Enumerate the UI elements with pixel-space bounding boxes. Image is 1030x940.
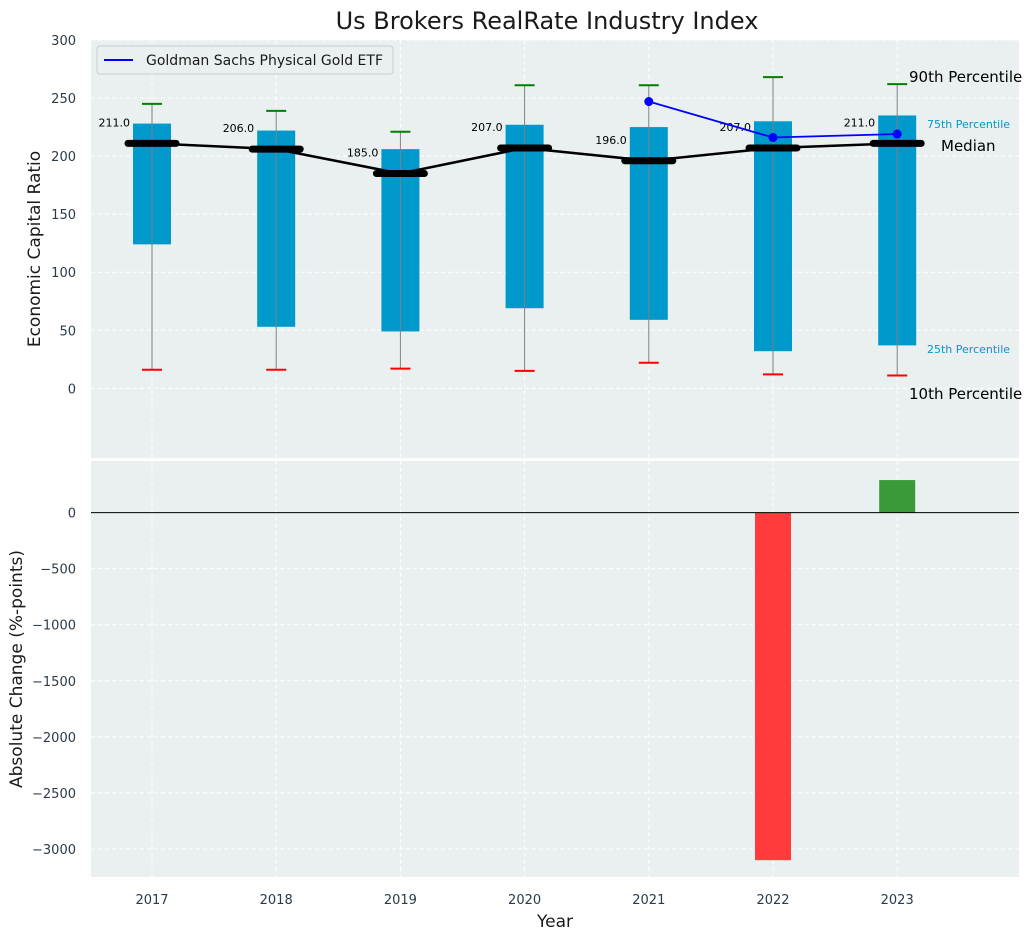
top-y-tick-label: 0: [68, 382, 76, 397]
legend: Goldman Sachs Physical Gold ETF: [96, 45, 394, 75]
p75-annotation: 75th Percentile: [927, 118, 1010, 131]
x-tick-label: 2017: [135, 893, 168, 908]
legend-label: Goldman Sachs Physical Gold ETF: [146, 53, 383, 69]
top-y-tick-label: 200: [51, 150, 76, 165]
median-data-label: 196.0: [595, 134, 627, 147]
median-data-label: 211.0: [844, 116, 876, 129]
x-tick-label: 2019: [384, 893, 417, 908]
top-y-tick-label: 50: [59, 324, 76, 339]
median-data-label: 206.0: [223, 122, 255, 135]
top-y-tick-labels: 0 50 100 150 200 250 300: [51, 34, 76, 397]
median-data-label: 211.0: [99, 116, 131, 129]
bottom-y-axis-label: Absolute Change (%-points): [7, 550, 27, 788]
p10-annotation: 10th Percentile: [909, 385, 1022, 403]
percentile-annotations: 90th Percentile 75th Percentile Median 2…: [909, 68, 1022, 403]
legend-box: [96, 45, 394, 75]
series-point: [644, 97, 654, 107]
p90-annotation: 90th Percentile: [909, 68, 1022, 86]
p25-annotation: 25th Percentile: [927, 343, 1010, 356]
median-data-label: 207.0: [471, 121, 503, 134]
median-annotation: Median: [941, 137, 996, 155]
bottom-y-tick-label: −2500: [32, 787, 76, 802]
top-y-tick-label: 250: [51, 92, 76, 107]
series-group: [644, 97, 902, 143]
chart-title: Us Brokers RealRate Industry Index: [336, 7, 759, 35]
x-axis-label: Year: [536, 912, 573, 932]
x-tick-label: 2020: [508, 893, 541, 908]
top-y-tick-label: 300: [51, 34, 76, 49]
change-bars-group: [91, 480, 1019, 861]
bottom-y-tick-label: −2000: [32, 731, 76, 746]
change-bar: [755, 512, 791, 861]
series-point: [768, 133, 778, 143]
bottom-y-tick-label: −1500: [32, 675, 76, 690]
top-y-tick-label: 100: [51, 266, 76, 281]
bottom-y-tick-labels: 0 −500 −1000 −1500 −2000 −2500 −3000: [32, 507, 76, 858]
bottom-plot-area: [91, 461, 1019, 877]
change-bar: [879, 480, 916, 513]
bottom-grid: [91, 461, 1019, 877]
x-tick-label: 2018: [260, 893, 293, 908]
x-tick-label: 2022: [756, 893, 789, 908]
bottom-y-tick-label: −3000: [32, 843, 76, 858]
series-point: [892, 129, 902, 139]
x-tick-label: 2021: [632, 893, 665, 908]
box-plot-group: [133, 76, 917, 377]
top-grid: [91, 39, 1019, 458]
x-tick-label: 2023: [881, 893, 914, 908]
top-y-tick-label: 150: [51, 208, 76, 223]
bottom-y-tick-label: 0: [68, 507, 76, 522]
bottom-y-tick-label: −500: [40, 563, 76, 578]
top-y-axis-label: Economic Capital Ratio: [25, 151, 45, 347]
median-data-label: 185.0: [347, 147, 379, 160]
bottom-y-tick-label: −1000: [32, 619, 76, 634]
x-tick-labels: 2017 2018 2019 2020 2021 2022 2023: [135, 893, 913, 908]
